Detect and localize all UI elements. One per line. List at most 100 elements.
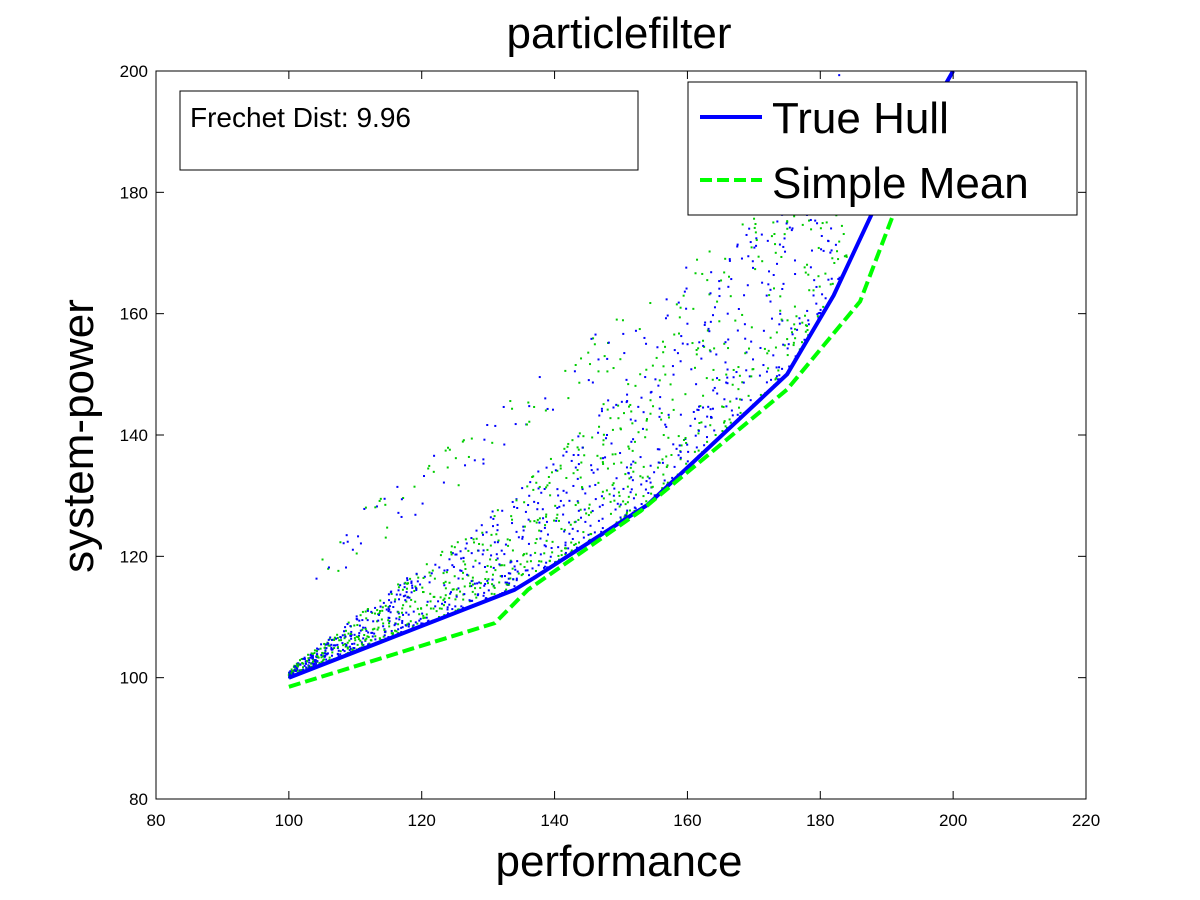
scatter-point: [511, 518, 514, 521]
scatter-point: [790, 327, 793, 330]
scatter-point: [628, 509, 631, 512]
scatter-point: [712, 314, 715, 317]
scatter-point: [696, 258, 699, 261]
scatter-point: [765, 370, 768, 373]
scatter-point: [741, 223, 744, 226]
scatter-point: [600, 407, 603, 410]
scatter-point: [538, 560, 541, 563]
scatter-point: [642, 411, 645, 414]
scatter-point: [825, 221, 828, 224]
scatter-point: [718, 280, 721, 283]
scatter-point: [418, 619, 421, 622]
scatter-point: [308, 659, 311, 662]
scatter-point: [470, 437, 473, 440]
scatter-point: [666, 464, 669, 467]
scatter-point: [656, 346, 659, 349]
scatter-point: [781, 287, 784, 290]
scatter-point: [706, 329, 709, 332]
scatter-point: [602, 457, 605, 460]
scatter-point: [511, 567, 514, 570]
scatter-point: [578, 432, 581, 435]
scatter-point: [580, 516, 583, 519]
scatter-point: [645, 428, 648, 431]
scatter-point: [804, 271, 807, 274]
scatter-point: [503, 564, 506, 567]
scatter-point: [351, 648, 354, 651]
scatter-point: [537, 502, 540, 505]
scatter-point: [768, 270, 771, 273]
scatter-point: [773, 233, 776, 236]
scatter-point: [610, 442, 613, 445]
scatter-point: [639, 456, 642, 459]
scatter-point: [596, 468, 599, 471]
scatter-point: [315, 662, 318, 665]
scatter-point: [306, 659, 309, 662]
scatter-point: [526, 485, 529, 488]
scatter-point: [694, 417, 697, 420]
scatter-point: [459, 569, 462, 572]
scatter-point: [346, 623, 349, 626]
scatter-point: [560, 549, 563, 552]
scatter-point: [598, 425, 601, 428]
scatter-point: [731, 414, 734, 417]
scatter-point: [537, 487, 540, 490]
scatter-point: [634, 419, 637, 422]
scatter-point: [366, 635, 369, 638]
scatter-point: [737, 366, 740, 369]
scatter-point: [355, 617, 358, 620]
scatter-point: [440, 607, 443, 610]
scatter-point: [814, 219, 817, 222]
scatter-point: [726, 312, 729, 315]
scatter-point: [310, 665, 313, 668]
scatter-point: [729, 421, 732, 424]
scatter-point: [611, 453, 614, 456]
scatter-point: [387, 610, 390, 613]
scatter-point: [692, 307, 695, 310]
scatter-point: [486, 564, 489, 567]
scatter-point: [577, 541, 580, 544]
scatter-point: [311, 656, 314, 659]
scatter-point: [462, 439, 465, 442]
scatter-point: [402, 613, 405, 616]
scatter-point: [467, 455, 470, 458]
scatter-point: [821, 222, 824, 225]
scatter-point: [442, 481, 445, 484]
scatter-point: [433, 595, 436, 598]
scatter-point: [509, 572, 512, 575]
scatter-point: [332, 644, 335, 647]
scatter-point: [498, 563, 501, 566]
scatter-point: [543, 565, 546, 568]
scatter-point: [349, 647, 352, 650]
scatter-point: [827, 278, 830, 281]
scatter-point: [709, 415, 712, 418]
scatter-point: [361, 628, 364, 631]
scatter-point: [339, 636, 342, 639]
scatter-point: [371, 628, 374, 631]
scatter-point: [772, 221, 775, 224]
scatter-point: [830, 249, 833, 252]
scatter-point: [327, 644, 330, 647]
scatter-point: [752, 368, 755, 371]
scatter-point: [778, 323, 781, 326]
scatter-point: [721, 430, 724, 433]
scatter-point: [330, 643, 333, 646]
scatter-point: [661, 458, 664, 461]
scatter-point: [466, 573, 469, 576]
scatter-point: [527, 574, 530, 577]
scatter-point: [500, 549, 503, 552]
scatter-point: [661, 461, 664, 464]
scatter-point: [501, 509, 504, 512]
scatter-point: [511, 407, 514, 410]
scatter-point: [594, 483, 597, 486]
scatter-point: [594, 333, 597, 336]
scatter-point: [455, 588, 458, 591]
scatter-point: [651, 485, 654, 488]
scatter-point: [709, 292, 712, 295]
scatter-point: [314, 658, 317, 661]
scatter-point: [684, 393, 687, 396]
scatter-point: [486, 424, 489, 427]
scatter-point: [454, 605, 457, 608]
scatter-point: [818, 285, 821, 288]
scatter-point: [737, 388, 740, 391]
scatter-point: [724, 361, 727, 364]
